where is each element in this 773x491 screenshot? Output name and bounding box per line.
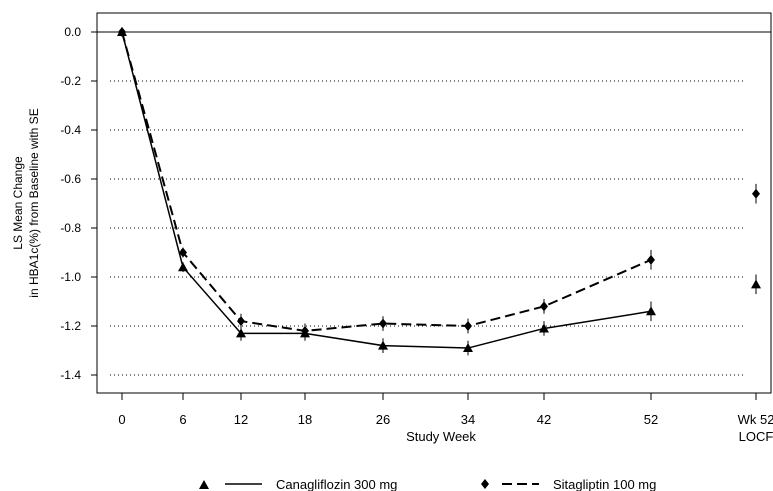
y-tick-label: -0.6 bbox=[60, 172, 81, 186]
y-tick-label: -1.2 bbox=[60, 319, 81, 333]
legend: Canagliflozin 300 mg Sitagliptin 100 mg bbox=[199, 477, 656, 491]
series-line-canagliflozin bbox=[121, 31, 652, 349]
plot-frame bbox=[96, 12, 772, 394]
locf-point-triangle bbox=[751, 279, 761, 289]
y-tick-label: 0.0 bbox=[64, 25, 81, 39]
y-tick-label: -0.2 bbox=[60, 74, 81, 88]
data-point-triangle bbox=[378, 340, 388, 350]
y-axis: 0.0 -0.2 -0.4 -0.6 -0.8 -1.0 -1.2 -1.4 bbox=[60, 25, 97, 382]
y-axis-label-line1: LS Mean Change bbox=[11, 156, 25, 250]
legend-label-canagliflozin: Canagliflozin 300 mg bbox=[276, 477, 397, 491]
data-point-triangle bbox=[178, 262, 188, 272]
x-tick-label: 12 bbox=[234, 412, 248, 427]
data-point-triangle bbox=[539, 323, 549, 333]
data-point-triangle bbox=[236, 328, 246, 338]
data-point-diamond bbox=[647, 254, 655, 265]
x-tick-label: 0 bbox=[118, 412, 125, 427]
x-tick-label: 26 bbox=[376, 412, 390, 427]
data-point-diamond bbox=[237, 316, 245, 327]
data-point-triangle bbox=[646, 306, 656, 316]
legend-label-sitagliptin: Sitagliptin 100 mg bbox=[553, 477, 656, 491]
locf-point-diamond bbox=[752, 188, 760, 199]
locf-tick-label-line1: Wk 52 bbox=[738, 412, 773, 427]
data-point-diamond bbox=[379, 318, 387, 329]
x-tick-label: 18 bbox=[298, 412, 312, 427]
data-point-triangle bbox=[463, 343, 473, 353]
y-axis-label-line2: in HBA1c(%) from Baseline with SE bbox=[27, 108, 41, 297]
y-tick-label: -1.0 bbox=[60, 270, 81, 284]
x-tick-label: 52 bbox=[644, 412, 658, 427]
data-point-diamond bbox=[464, 321, 472, 331]
locf-tick-label-line2: LOCF bbox=[739, 429, 773, 444]
y-tick-label: -0.8 bbox=[60, 221, 81, 235]
data-point-diamond bbox=[118, 27, 126, 37]
x-axis-label: Study Week bbox=[406, 429, 476, 444]
x-tick-label: 42 bbox=[537, 412, 551, 427]
x-axis: 0 6 12 18 26 34 42 52 bbox=[118, 393, 757, 427]
legend-diamond-icon bbox=[481, 479, 489, 489]
data-point-diamond bbox=[301, 325, 309, 336]
y-tick-label: -1.4 bbox=[60, 368, 81, 382]
series-line-sitagliptin bbox=[121, 31, 652, 332]
legend-triangle-icon bbox=[199, 480, 209, 489]
data-point-diamond bbox=[179, 247, 187, 258]
series-layer bbox=[117, 27, 761, 356]
x-tick-label: 6 bbox=[179, 412, 186, 427]
x-tick-label: 34 bbox=[461, 412, 475, 427]
data-point-diamond bbox=[540, 301, 548, 312]
grid-lines bbox=[110, 80, 745, 376]
y-tick-label: -0.4 bbox=[60, 123, 81, 137]
